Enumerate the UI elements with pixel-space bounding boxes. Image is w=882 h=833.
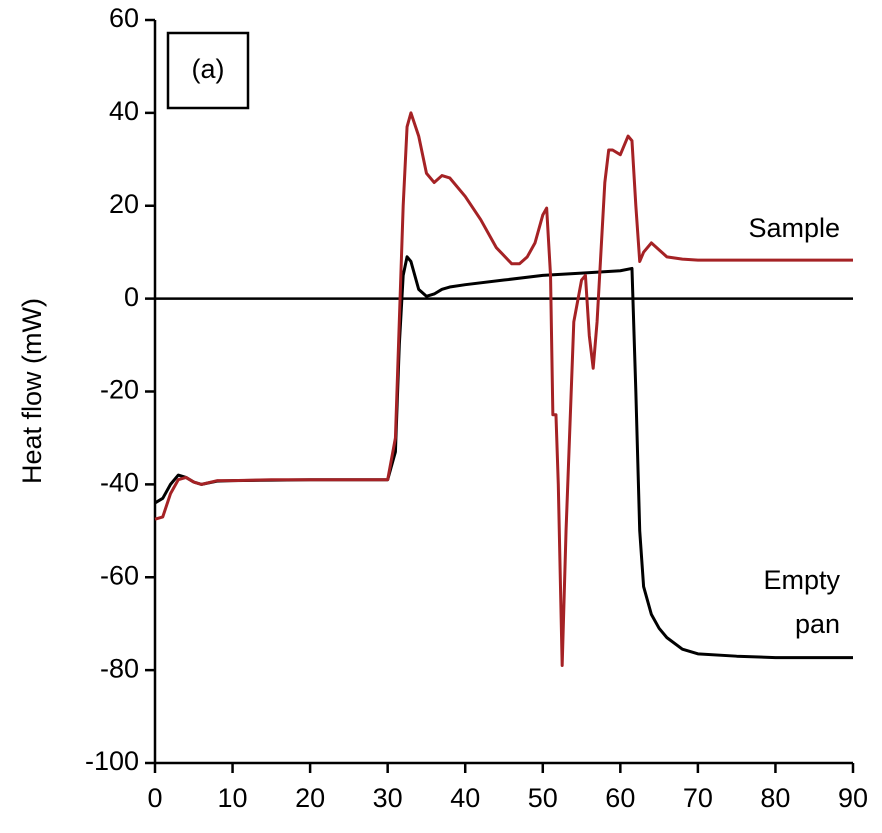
x-tick-label: 90 <box>838 783 868 813</box>
y-tick-label: 20 <box>109 189 139 219</box>
y-tick-label: 60 <box>109 3 139 33</box>
x-tick-label: 30 <box>373 783 403 813</box>
series-label: pan <box>795 609 840 639</box>
series-line <box>154 111 853 667</box>
y-tick-label: 40 <box>109 96 139 126</box>
y-tick-label: -20 <box>100 375 139 405</box>
x-tick-label: 60 <box>605 783 635 813</box>
x-tick-label: 70 <box>683 783 713 813</box>
x-tick-label: 20 <box>295 783 325 813</box>
x-tick-label: 80 <box>760 783 790 813</box>
panel-label-box <box>166 31 250 110</box>
y-tick-label: -40 <box>100 468 139 498</box>
series-line <box>154 255 853 660</box>
y-axis-label: Heat flow (mW) <box>17 298 47 484</box>
panel-label: (a) <box>192 54 225 84</box>
x-tick-label: 0 <box>147 783 162 813</box>
x-tick-label: 10 <box>218 783 248 813</box>
y-tick-label: -60 <box>100 560 139 590</box>
y-tick-label: -100 <box>85 746 139 776</box>
x-tick-label: 50 <box>528 783 558 813</box>
y-tick-label: 0 <box>124 282 139 312</box>
y-tick-label: -80 <box>100 653 139 683</box>
series-label: Sample <box>748 213 840 243</box>
series-label: Empty <box>763 565 840 595</box>
x-tick-label: 40 <box>450 783 480 813</box>
